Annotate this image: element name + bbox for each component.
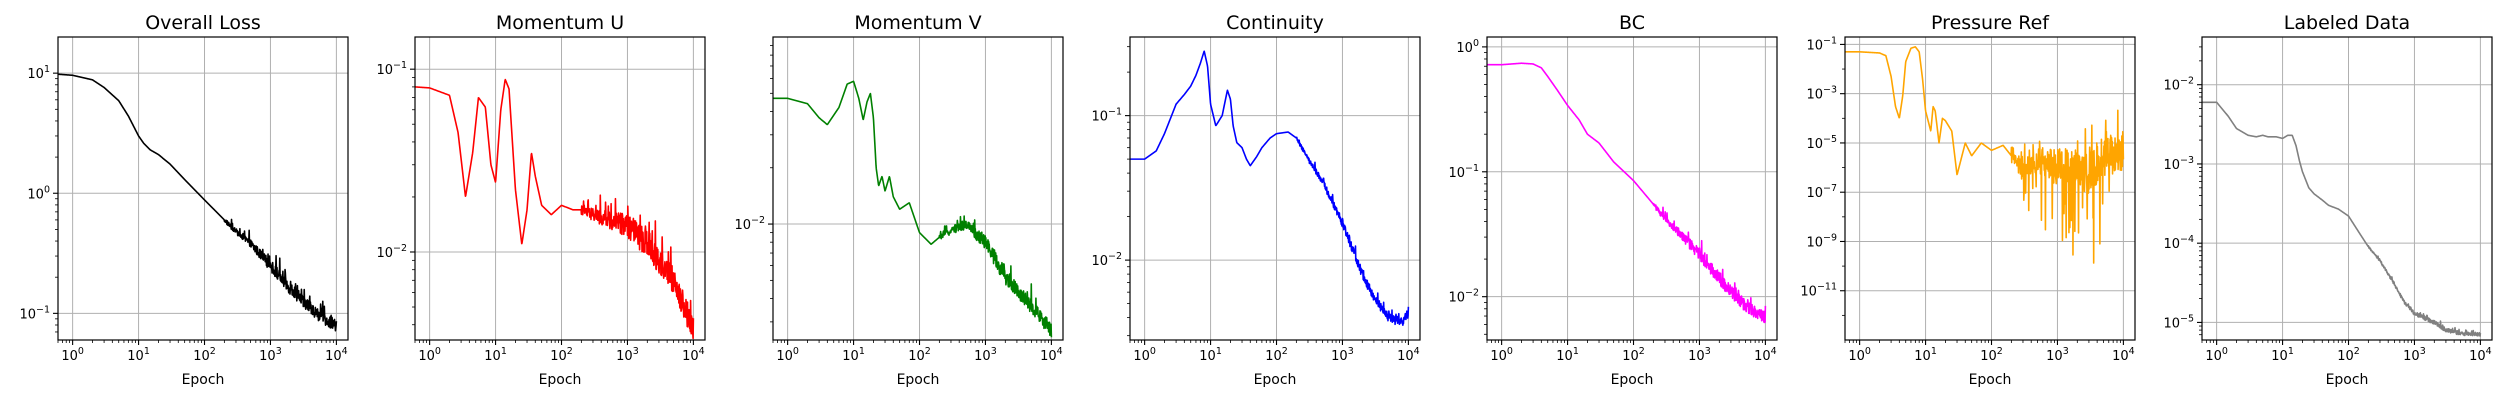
tick-label: 103 xyxy=(616,346,639,364)
tick-label: 102 xyxy=(2337,346,2360,364)
tick-label: 100 xyxy=(776,346,799,364)
tick-label: 10−5 xyxy=(1806,134,1837,152)
tick-label: 10−9 xyxy=(1806,232,1837,250)
x-axis-label: Epoch xyxy=(182,372,225,388)
tick-label: 10−7 xyxy=(1806,183,1837,201)
tick-label: 103 xyxy=(2403,346,2426,364)
subplot-momentum-v: 100 101 102 103 104 10−2 Momentum V Epoch xyxy=(734,12,1064,388)
tick-label: 10−2 xyxy=(734,215,765,233)
tick-label: 100 xyxy=(1133,346,1156,364)
tick-label: 101 xyxy=(1556,346,1579,364)
tick-label: 102 xyxy=(1980,346,2003,364)
tick-label: 103 xyxy=(1331,346,1354,364)
tick-label: 104 xyxy=(1040,346,1063,364)
tick-label: 10−1 xyxy=(1448,163,1479,181)
tick-label: 104 xyxy=(2469,346,2492,364)
tick-label: 10−2 xyxy=(2163,76,2194,94)
tick-label: 104 xyxy=(1397,346,1420,364)
series-line xyxy=(58,73,338,332)
tick-label: 103 xyxy=(974,346,997,364)
x-axis-label: Epoch xyxy=(539,372,582,388)
series-line xyxy=(415,78,695,340)
tick-label: 100 xyxy=(1848,346,1871,364)
tick-label: 10−5 xyxy=(2163,313,2194,331)
tick-label: 10−1 xyxy=(1091,107,1122,125)
tick-label: 103 xyxy=(2046,346,2069,364)
tick-label: 103 xyxy=(259,346,282,364)
tick-label: 102 xyxy=(550,346,573,364)
plot-frame xyxy=(772,36,1064,341)
subplot-title: Momentum V xyxy=(854,12,981,34)
x-axis-label: Epoch xyxy=(2326,372,2369,388)
tick-label: 100 xyxy=(418,346,441,364)
subplot-continuity: 100 101 102 103 104 10−1 10−2 Continuity Epoch xyxy=(1091,12,1421,388)
tick-label: 100 xyxy=(61,346,84,364)
tick-label: 101 xyxy=(842,346,865,364)
tick-label: 10−2 xyxy=(1448,288,1479,306)
x-axis-label: Epoch xyxy=(1254,372,1297,388)
tick-label: 100 xyxy=(2205,346,2228,364)
plot-frame xyxy=(2201,36,2493,341)
tick-label: 10−1 xyxy=(376,60,407,78)
tick-label: 10−11 xyxy=(1800,282,1837,300)
tick-label: 101 xyxy=(27,64,50,82)
plot-frame xyxy=(1844,36,2136,341)
plot-frame xyxy=(1129,36,1421,341)
series-line xyxy=(1845,46,2125,264)
tick-label: 101 xyxy=(1914,346,1937,364)
tick-label: 100 xyxy=(27,184,50,202)
x-axis-label: Epoch xyxy=(897,372,940,388)
tick-label: 104 xyxy=(682,346,705,364)
subplot-title: Overall Loss xyxy=(145,12,261,34)
tick-label: 101 xyxy=(484,346,507,364)
tick-label: 102 xyxy=(1622,346,1645,364)
tick-label: 104 xyxy=(325,346,348,364)
tick-label: 104 xyxy=(2112,346,2135,364)
tick-label: 103 xyxy=(1688,346,1711,364)
subplot-title: Continuity xyxy=(1226,12,1324,34)
tick-label: 102 xyxy=(908,346,931,364)
subplot-title: Momentum U xyxy=(496,12,624,34)
tick-label: 10−2 xyxy=(376,243,407,261)
x-axis-label: Epoch xyxy=(1969,372,2012,388)
tick-label: 10−3 xyxy=(1806,85,1837,103)
plot-frame xyxy=(57,36,349,341)
tick-label: 10−1 xyxy=(19,304,50,322)
tick-label: 101 xyxy=(2271,346,2294,364)
tick-label: 101 xyxy=(1199,346,1222,364)
tick-label: 102 xyxy=(1265,346,1288,364)
subplot-momentum-u: 100 101 102 103 104 10−1 10−2 Momentum U Epoch xyxy=(376,12,706,388)
tick-label: 10−1 xyxy=(1806,35,1837,53)
plot-frame xyxy=(414,36,706,341)
series-line xyxy=(773,80,1053,338)
x-axis-label: Epoch xyxy=(1611,372,1654,388)
subplot-overall-loss: 100 101 102 103 104 101 100 10−1 Overall Loss Epo… xyxy=(19,12,349,388)
tick-label: 104 xyxy=(1754,346,1777,364)
subplot-title: BC xyxy=(1619,12,1645,34)
subplot-title: Labeled Data xyxy=(2284,12,2410,34)
tick-label: 10−3 xyxy=(2163,155,2194,173)
series-line xyxy=(2202,101,2482,337)
tick-label: 10−2 xyxy=(1091,251,1122,269)
tick-label: 101 xyxy=(127,346,150,364)
subplot-labeled-data: 100 101 102 103 104 10−2 10−3 10−4 10−5 Labeled D… xyxy=(2163,12,2493,388)
tick-label: 10−4 xyxy=(2163,234,2194,252)
tick-label: 100 xyxy=(1490,346,1513,364)
plot-frame xyxy=(1486,36,1778,341)
subplot-pressure-ref: 100 101 102 103 104 10−1 10−3 10−5 10−7 10−9 10−11… xyxy=(1800,12,2136,388)
subplot-title: Pressure Ref xyxy=(1931,12,2050,34)
series-line xyxy=(1487,62,1767,324)
tick-label: 100 xyxy=(1456,38,1479,56)
tick-label: 102 xyxy=(193,346,216,364)
series-line xyxy=(1130,50,1410,326)
subplot-bc: 100 101 102 103 104 100 10−1 10−2 BC Epoch xyxy=(1448,12,1778,388)
